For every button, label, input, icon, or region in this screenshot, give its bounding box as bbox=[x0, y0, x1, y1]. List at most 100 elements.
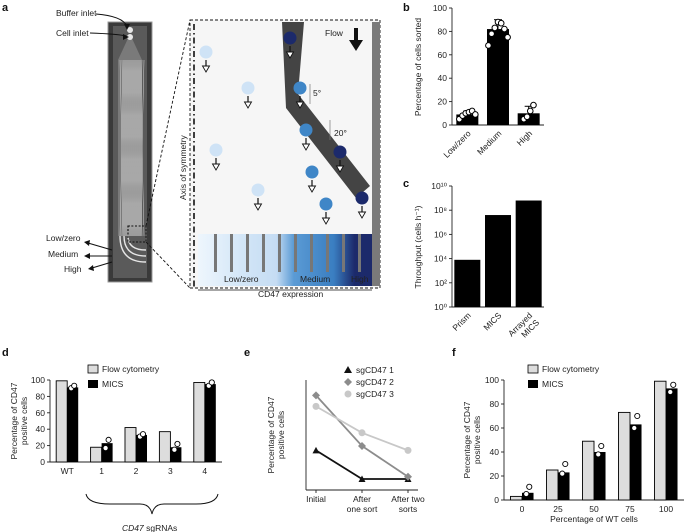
y-tick-label: 60 bbox=[438, 50, 448, 60]
data-point bbox=[102, 445, 109, 452]
y-tick-label: 10⁴ bbox=[434, 254, 447, 264]
data-point bbox=[631, 424, 638, 432]
y-axis-title: positive cells bbox=[276, 411, 286, 459]
data-point bbox=[559, 470, 566, 477]
data-point bbox=[598, 442, 605, 450]
cell-marker bbox=[319, 197, 333, 211]
zone-high-label: High bbox=[351, 274, 369, 284]
marker-circle bbox=[404, 446, 412, 454]
y-axis-title: Percentage of cells sorted bbox=[413, 18, 423, 117]
marker-circle bbox=[358, 429, 366, 437]
outlet-high-label: High bbox=[64, 264, 82, 274]
panel-b: b 0 20 40 60 80 100 Percentage of cells sorted… bbox=[403, 2, 544, 160]
legend-entry: sgCD47 2 bbox=[356, 377, 394, 387]
sgrna-bracket bbox=[85, 493, 219, 515]
y-axis-title: Percentage of CD47 bbox=[9, 382, 19, 459]
microfluidic-chip bbox=[107, 21, 153, 283]
y-tick-label: 100 bbox=[433, 3, 447, 13]
data-point bbox=[530, 101, 537, 109]
y-tick-label: 40 bbox=[490, 447, 500, 457]
angle-20-label: 20° bbox=[334, 128, 347, 138]
bar-mics bbox=[101, 443, 113, 462]
bar-flow-cytometry bbox=[193, 382, 206, 463]
marker-diamond bbox=[312, 391, 320, 400]
x-tick-label: 25 bbox=[553, 504, 563, 514]
data-point bbox=[526, 483, 533, 490]
bar-mics bbox=[630, 424, 642, 500]
panel-e: e Percentage of CD47 positive cells Initia… bbox=[244, 347, 425, 514]
data-point bbox=[523, 113, 531, 121]
bar-mics bbox=[558, 472, 570, 500]
panel-letter-b: b bbox=[403, 2, 410, 14]
data-point bbox=[139, 431, 147, 438]
data-point bbox=[174, 440, 181, 448]
bar-flow-cytometry bbox=[124, 427, 137, 463]
data-point bbox=[667, 388, 674, 396]
cell-marker bbox=[333, 145, 347, 159]
bar-flow-cytometry bbox=[546, 469, 559, 501]
cells bbox=[199, 31, 369, 225]
outlet-high-arrow bbox=[91, 261, 113, 269]
bar bbox=[456, 114, 479, 125]
data-point bbox=[497, 19, 505, 27]
y-axis-title: positive cells bbox=[19, 397, 29, 445]
sgrna-label: CD47 sgRNAs bbox=[122, 523, 177, 532]
bar-mics bbox=[136, 434, 148, 462]
x-tick-label: 100 bbox=[659, 504, 673, 514]
x-tick-label: 4 bbox=[202, 466, 207, 476]
zoom-line-bottom bbox=[145, 241, 191, 289]
x-tick-label: WT bbox=[61, 466, 74, 476]
sorting-schematic: Axis of symmetry Flow 5° 20° Low/zero Me… bbox=[178, 19, 381, 299]
cell-marker bbox=[293, 81, 307, 95]
cell-marker bbox=[241, 81, 255, 95]
zone-low-label: Low/zero bbox=[224, 274, 259, 284]
bar bbox=[454, 259, 481, 307]
bar-mics bbox=[204, 384, 216, 462]
data-point bbox=[488, 30, 495, 38]
marker-diamond bbox=[404, 472, 412, 481]
marker-circle bbox=[312, 402, 320, 410]
angle-5-label: 5° bbox=[313, 88, 321, 98]
flow-label: Flow bbox=[325, 28, 344, 38]
y-tick-label: 0 bbox=[40, 457, 45, 467]
data-point bbox=[472, 111, 479, 118]
y-tick-label: 10² bbox=[435, 278, 447, 288]
legend-mics: MICS bbox=[102, 379, 124, 389]
cell-marker bbox=[283, 31, 297, 45]
y-tick-label: 80 bbox=[438, 26, 448, 36]
data-point bbox=[171, 446, 178, 453]
y-tick-label: 10⁸ bbox=[434, 205, 447, 215]
cell-marker bbox=[299, 123, 313, 137]
x-tick-label: 2 bbox=[134, 466, 139, 476]
legend-entry: sgCD47 1 bbox=[356, 365, 394, 375]
y-axis-title: positive cells bbox=[472, 416, 482, 464]
panel-d: d CD47 sgRNAs 0 20 40 60 80 100 Percentage of … bbox=[2, 347, 222, 532]
y-axis-title: Percentage of CD47 bbox=[462, 401, 472, 478]
bar-flow-cytometry bbox=[510, 495, 523, 501]
y-tick-label: 40 bbox=[438, 73, 448, 83]
legend-flow-cytometry: Flow cytometry bbox=[542, 364, 600, 374]
series-line bbox=[315, 449, 408, 480]
data-point bbox=[71, 382, 78, 389]
x-tick-label: sorts bbox=[399, 504, 417, 514]
y-tick-label: 80 bbox=[490, 399, 500, 409]
bar-mics bbox=[666, 388, 678, 500]
cell-marker bbox=[209, 143, 223, 157]
y-axis-title: Percentage of CD47 bbox=[266, 396, 276, 473]
zone-medium-label: Medium bbox=[300, 274, 330, 284]
bar-flow-cytometry bbox=[618, 411, 631, 501]
y-tick-label: 40 bbox=[36, 424, 46, 434]
x-tick-label: one sort bbox=[347, 504, 378, 514]
cell-inlet-label: Cell inlet bbox=[56, 28, 89, 38]
y-tick-label: 10⁶ bbox=[434, 229, 447, 239]
x-tick-label: High bbox=[515, 128, 535, 148]
cd47-expression-label: CD47 expression bbox=[258, 289, 323, 299]
cell-marker bbox=[355, 191, 369, 205]
panel-letter-d: d bbox=[2, 347, 9, 359]
bar-flow-cytometry bbox=[90, 446, 103, 463]
y-tick-label: 20 bbox=[438, 97, 448, 107]
y-tick-label: 10¹⁰ bbox=[431, 181, 447, 191]
data-point bbox=[670, 381, 677, 388]
outlet-medium-label: Medium bbox=[48, 249, 78, 259]
